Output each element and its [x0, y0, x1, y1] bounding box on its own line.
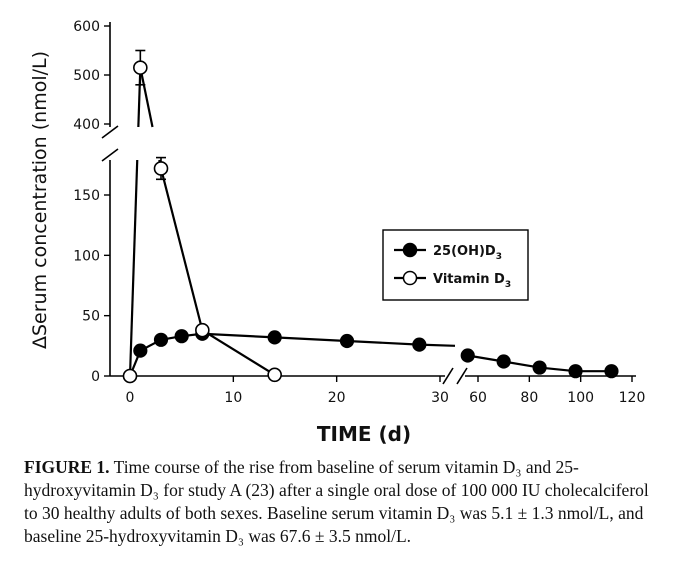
data-point-vitamin-d3 — [267, 367, 282, 383]
data-point-25ohd3 — [339, 333, 355, 349]
figure-caption: FIGURE 1. Time course of the rise from b… — [24, 456, 664, 548]
y-axis-break-mark — [101, 125, 119, 139]
x-axis-break-mark — [456, 367, 468, 385]
x-tick-label: 80 — [520, 390, 538, 406]
legend-item-vitamin-d3-marker — [402, 270, 418, 286]
y-tick-label: 150 — [73, 188, 100, 204]
y-tick-label: 50 — [82, 309, 100, 325]
data-point-vitamin-d3 — [122, 368, 138, 384]
x-tick-label: 20 — [328, 390, 346, 406]
y-tick-label: 400 — [73, 117, 100, 133]
x-tick-label: 10 — [224, 390, 242, 406]
caption-text: Time course of the rise from baseline of… — [24, 457, 649, 546]
data-point-25ohd3 — [153, 332, 169, 347]
x-tick-label: 0 — [126, 390, 135, 406]
x-axis-title: TIME (d) — [317, 422, 411, 446]
x-tick-label: 60 — [469, 390, 487, 406]
y-tick-label: 100 — [73, 248, 100, 264]
data-point-25ohd3 — [267, 330, 282, 345]
data-point-vitamin-d3 — [153, 161, 169, 176]
series-vitamin-d3-line — [159, 168, 276, 376]
caption-label: FIGURE 1. — [24, 457, 110, 477]
x-tick-label: 120 — [619, 390, 646, 406]
data-point-vitamin-d3 — [195, 322, 210, 338]
data-point-25ohd3 — [568, 364, 583, 379]
y-tick-label: 500 — [73, 68, 100, 84]
chart: 0 50 100 150 400 500 600 0 10 20 30 60 80 100 120 TIME … — [29, 19, 646, 446]
legend-item-vitamin-d3-label: Vitamin D3 — [433, 272, 511, 290]
data-point-25ohd3 — [174, 329, 189, 344]
data-point-25ohd3 — [460, 348, 475, 363]
y-axis-title: ΔSerum concentration (nmol/L) — [29, 51, 51, 349]
series-vitamin-d3-line — [139, 67, 154, 128]
x-tick-label: 30 — [431, 390, 449, 406]
legend-item-25ohd3-marker — [402, 242, 418, 258]
x-tick-label: 100 — [567, 390, 594, 406]
figure: 0 50 100 150 400 500 600 0 10 20 30 60 80 100 120 TIME … — [29, 19, 646, 446]
y-tick-label: 0 — [91, 369, 100, 385]
data-point-25ohd3 — [604, 364, 619, 379]
y-axis-break-mark — [101, 148, 119, 162]
data-point-vitamin-d3 — [133, 60, 148, 75]
data-point-25ohd3 — [496, 354, 511, 369]
x-axis-break-mark — [442, 367, 454, 385]
legend-box — [382, 229, 529, 301]
data-point-25ohd3 — [412, 337, 427, 352]
data-point-25ohd3 — [133, 343, 148, 358]
series-vitamin-d3-line — [128, 159, 139, 377]
y-tick-label: 600 — [73, 19, 100, 35]
data-point-25ohd3 — [532, 360, 547, 375]
legend-item-25ohd3-label: 25(OH)D3 — [433, 244, 502, 262]
